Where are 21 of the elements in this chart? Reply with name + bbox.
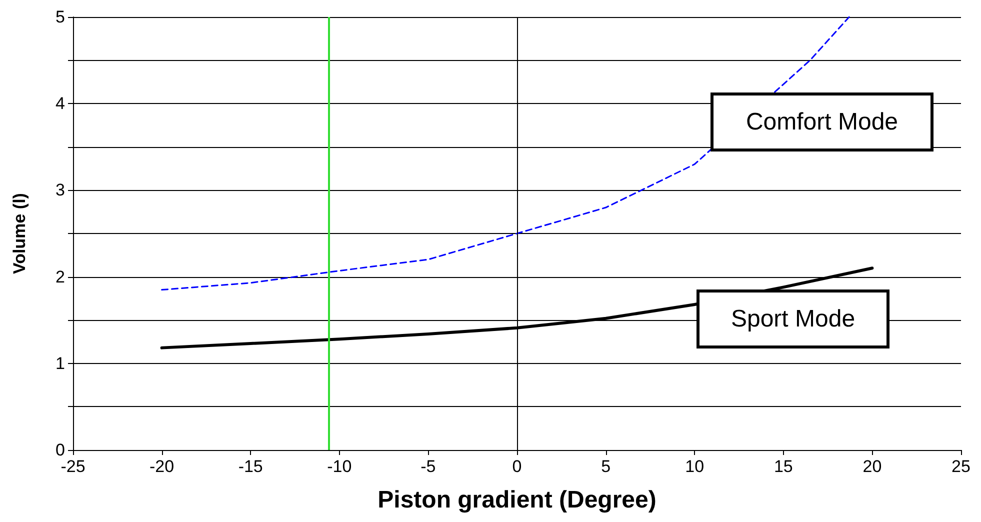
x-tick-label: 20 xyxy=(862,457,882,476)
y-tick-label: 0 xyxy=(56,440,65,460)
y-tick-label: 5 xyxy=(56,8,65,26)
x-tick-label: 15 xyxy=(774,457,793,476)
y-tick-label: 1 xyxy=(56,354,65,373)
x-tick-label: 0 xyxy=(512,457,522,476)
x-tick-label: -10 xyxy=(327,457,352,476)
y-tick-label: 4 xyxy=(56,94,65,114)
x-tick-label: -15 xyxy=(238,457,263,476)
x-tick-label: -25 xyxy=(60,457,86,476)
x-tick-label: 5 xyxy=(601,457,611,476)
x-axis-title: Piston gradient (Degree) xyxy=(378,486,656,514)
series-label: Comfort Mode xyxy=(746,108,898,136)
y-axis-title: Volume (l) xyxy=(10,193,29,274)
y-tick-label: 2 xyxy=(56,267,65,286)
y-tick-label: 3 xyxy=(56,180,65,200)
series-label: Sport Mode xyxy=(730,306,856,332)
x-tick-label: -20 xyxy=(150,457,174,476)
x-tick-label: -5 xyxy=(420,457,436,476)
x-tick-label: 25 xyxy=(952,457,970,476)
x-tick-label: 10 xyxy=(685,457,704,476)
